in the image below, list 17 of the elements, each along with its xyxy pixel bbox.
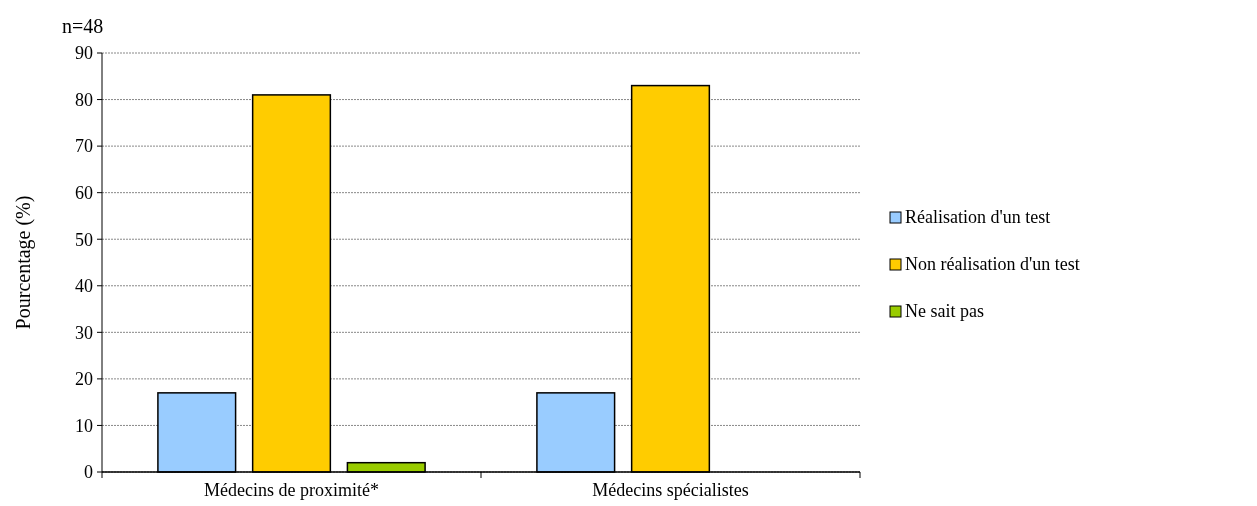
y-axis-title: Pourcentage (%) xyxy=(12,195,35,330)
y-tick-label: 0 xyxy=(84,462,93,483)
y-tick-label: 80 xyxy=(75,89,93,110)
y-tick-label: 90 xyxy=(75,43,93,64)
y-tick-label: 40 xyxy=(75,276,93,297)
x-tick-label: Médecins de proximité* xyxy=(204,480,379,500)
text: n=48 xyxy=(62,15,104,37)
legend-label: Réalisation d'un test xyxy=(905,207,1051,227)
y-tick-label: 20 xyxy=(75,369,93,390)
legend-label: Non réalisation d'un test xyxy=(905,254,1080,274)
y-tick-label: 70 xyxy=(75,136,93,157)
legend-label: Ne sait pas xyxy=(905,301,984,321)
y-tick-label: 50 xyxy=(75,229,93,250)
x-tick-label: Médecins spécialistes xyxy=(592,480,749,500)
y-tick-label: 60 xyxy=(75,182,93,203)
y-tick-label: 10 xyxy=(75,415,93,436)
y-tick-label: 30 xyxy=(75,322,93,343)
